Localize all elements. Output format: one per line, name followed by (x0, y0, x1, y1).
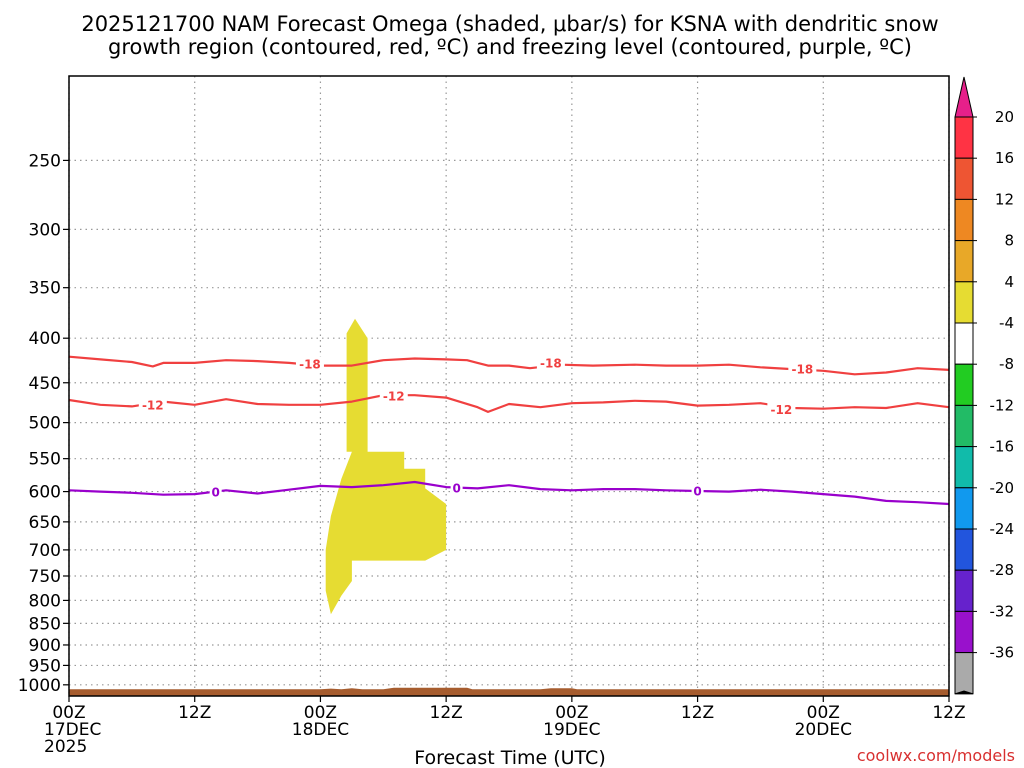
colorbar-label--12: -12 (990, 396, 1015, 414)
y-tick-label-1000: 1000 (18, 676, 61, 696)
contour-label-bg (295, 356, 324, 371)
colorbar-segment-13 (954, 652, 974, 695)
colorbar-label--24: -24 (990, 520, 1015, 538)
colorbar-label--36: -36 (990, 644, 1015, 662)
x-tick-label-h24-0: 00Z (304, 703, 337, 723)
y-tick-label-700: 700 (29, 541, 61, 561)
y-tick-label-800: 800 (29, 591, 61, 611)
contour-label-bg (209, 485, 222, 500)
grid-lines (68, 76, 950, 696)
colorbar-label-12: 12 (995, 190, 1014, 208)
omega-region-4-8 (325, 318, 447, 615)
contour-label-0-2: 0 (693, 484, 701, 498)
contour-label--12-0: -12 (142, 398, 164, 412)
y-tick-label-950: 950 (29, 656, 61, 676)
colorbar-label--32: -32 (990, 602, 1015, 620)
y-tick-label-850: 850 (29, 614, 61, 634)
chart-title-line-2: growth region (contoured, red, ºC) and f… (108, 35, 912, 59)
colorbar-segment-12 (954, 610, 974, 654)
x-tick-label-h24-1: 18DEC (292, 720, 349, 740)
contour-label-0-1: 0 (452, 481, 460, 495)
colorbar-label-20: 20 (995, 108, 1014, 126)
colorbar-segment-10 (954, 528, 974, 571)
contour-label-bg (788, 362, 817, 377)
x-tick-label-h60-0: 12Z (681, 703, 714, 723)
y-tick-label-300: 300 (29, 220, 61, 240)
credit-link[interactable]: coolwx.com/models (857, 746, 1015, 765)
y-tick-label-750: 750 (29, 567, 61, 587)
x-tick-label-h36-0: 12Z (430, 703, 463, 723)
contour-label-bg (691, 483, 704, 498)
contour-label--18-1: -18 (540, 356, 562, 370)
contour-label-0-0: 0 (211, 486, 219, 500)
x-tick-label-h12-0: 12Z (178, 703, 211, 723)
contour-label-bg (379, 388, 408, 403)
y-tick-label-400: 400 (29, 329, 61, 349)
y-tick-label-350: 350 (29, 279, 61, 299)
colorbar-top-triangle (954, 76, 974, 118)
y-tick-label-250: 250 (29, 151, 61, 171)
x-tick-label-h84-0: 12Z (932, 703, 965, 723)
ground-surface (69, 687, 949, 696)
colorbar-label--4: -4 (999, 314, 1014, 332)
y-tick-label-450: 450 (29, 374, 61, 394)
x-tick-label-h72-0: 00Z (807, 703, 840, 723)
colorbar-segment-9 (954, 487, 974, 530)
colorbar-segment-5 (954, 322, 974, 365)
colorbar-label--8: -8 (999, 355, 1014, 373)
colorbar-segment-7 (954, 404, 974, 448)
colorbar-segment-11 (954, 569, 974, 612)
contour-line--18 (68, 355, 950, 376)
x-tick-label-h0-2: 2025 (44, 737, 87, 757)
contour-label--12-1: -12 (383, 389, 405, 403)
colorbar-label--20: -20 (990, 479, 1015, 497)
contour-line--12 (68, 394, 950, 413)
colorbar-segment-3 (954, 240, 974, 283)
plot-frame (68, 75, 950, 697)
contour-label-bg (536, 355, 565, 370)
x-tick-label-h0-1: 17DEC (44, 720, 101, 740)
y-tick-label-500: 500 (29, 414, 61, 434)
contour-label--18-0: -18 (299, 357, 321, 371)
contour-label-bg (767, 402, 796, 417)
x-tick-label-h48-1: 19DEC (543, 720, 600, 740)
x-axis-label: Forecast Time (UTC) (414, 747, 605, 768)
colorbar-bottom-triangle (954, 690, 974, 695)
colorbar-segment-8 (954, 446, 974, 489)
contour-label-bg (138, 397, 167, 412)
colorbar-segment-1 (954, 157, 974, 200)
colorbar-segment-6 (954, 363, 974, 406)
colorbar-label--28: -28 (990, 561, 1015, 579)
y-tick-label-600: 600 (29, 483, 61, 503)
colorbar-label--16: -16 (990, 438, 1015, 456)
y-tick-label-650: 650 (29, 513, 61, 533)
ground-bar (69, 687, 949, 696)
colorbar-segment-0 (954, 116, 974, 159)
colorbar-label-8: 8 (1004, 232, 1014, 250)
pressure-axis: 2503003504004505005506006507007508008509… (18, 151, 69, 696)
chart-title-line-1: 2025121700 NAM Forecast Omega (shaded, μ… (81, 12, 938, 36)
colorbar-label-16: 16 (995, 149, 1014, 167)
x-tick-label-h48-0: 00Z (555, 703, 588, 723)
y-tick-label-900: 900 (29, 636, 61, 656)
colorbar-segment-4 (954, 281, 974, 324)
omega-colorbar: 20 16 12 8 4 -4 -8 -12 -16 -20 -24 -28 -32 -36 (954, 76, 1015, 695)
y-tick-label-550: 550 (29, 450, 61, 470)
temperature-contours: -18 -18 -18 -12 -12 -12 0 0 0 (68, 355, 950, 506)
x-tick-label-h72-1: 20DEC (795, 720, 852, 740)
colorbar-segment-2 (954, 198, 974, 242)
colorbar-label-4: 4 (1004, 273, 1014, 291)
contour-label--18-2: -18 (791, 363, 813, 377)
x-tick-label-h0-0: 00Z (52, 703, 85, 723)
plot-area (69, 76, 949, 696)
omega-shading (325, 318, 447, 615)
contour-label-bg (450, 480, 463, 495)
contour-label--12-2: -12 (771, 403, 793, 417)
